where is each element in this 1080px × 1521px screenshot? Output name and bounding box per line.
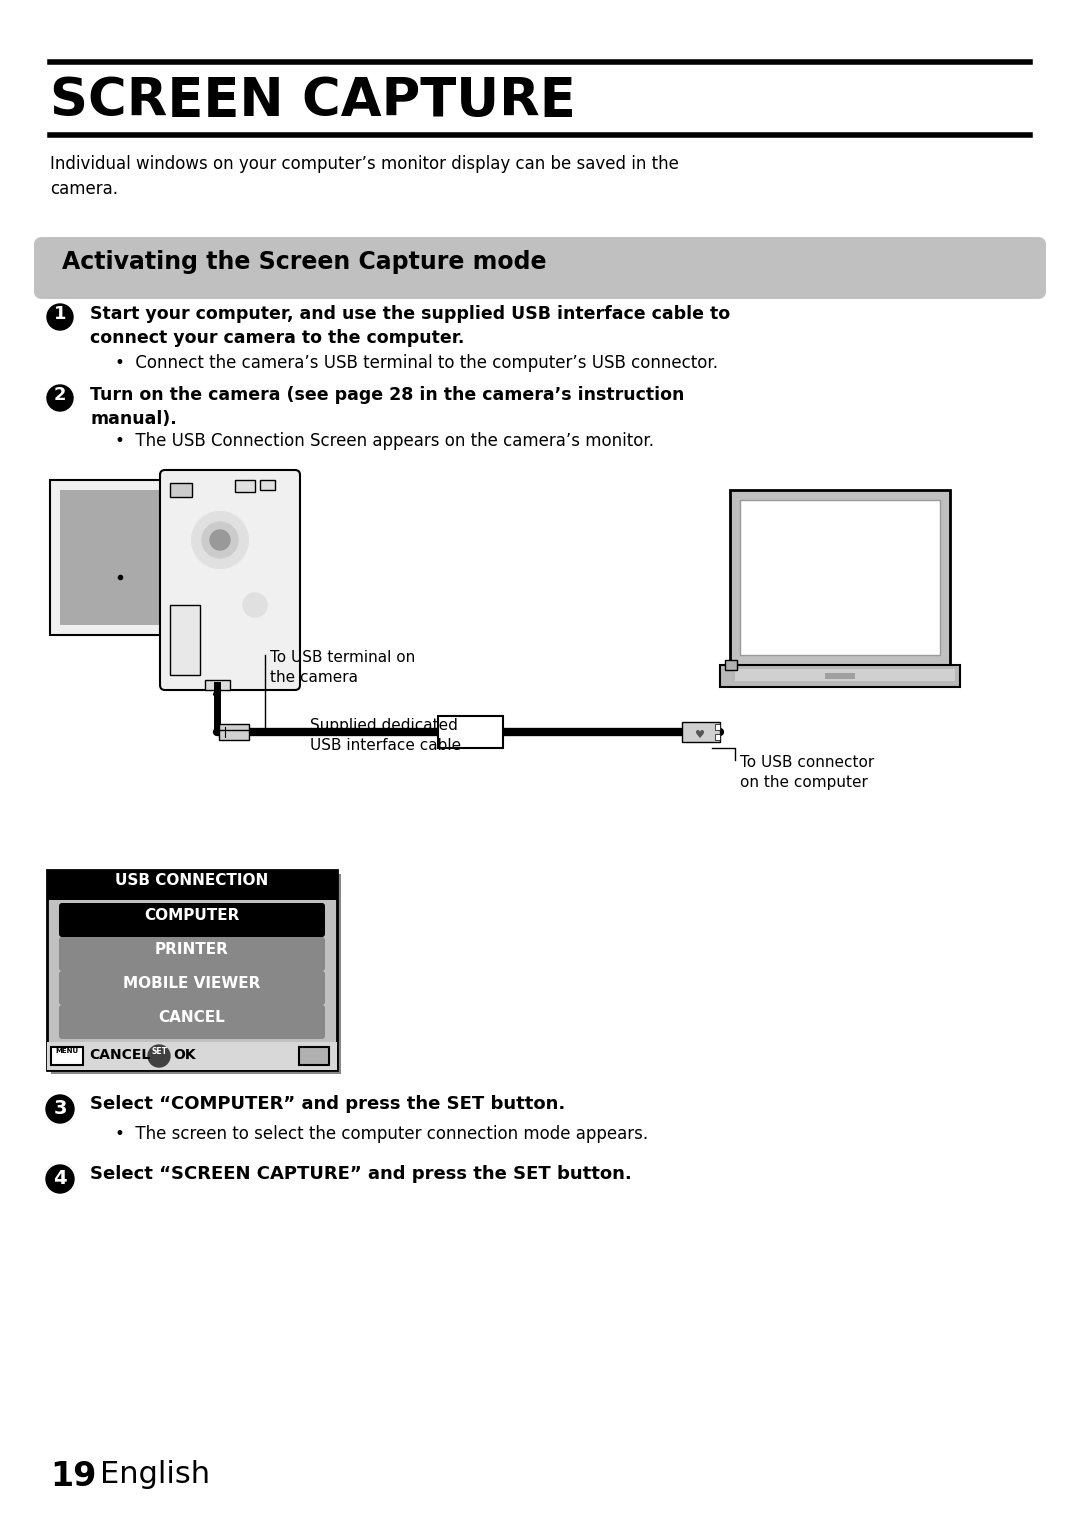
FancyBboxPatch shape	[160, 470, 300, 691]
Circle shape	[46, 1165, 75, 1192]
Text: USB CONNECTION: USB CONNECTION	[116, 873, 269, 888]
Circle shape	[192, 513, 248, 567]
Bar	[725, 660, 737, 669]
Text: •  The screen to select the computer connection mode appears.: • The screen to select the computer conn…	[114, 1126, 648, 1142]
Bar	[735, 669, 955, 681]
Text: Select “SCREEN CAPTURE” and press the SET button.: Select “SCREEN CAPTURE” and press the SE…	[90, 1165, 632, 1183]
Bar	[48, 1042, 337, 1069]
Text: MOBILE VIEWER: MOBILE VIEWER	[123, 976, 260, 992]
Circle shape	[48, 304, 73, 330]
Text: 3: 3	[53, 1100, 67, 1118]
Bar	[715, 735, 720, 741]
Bar	[260, 481, 275, 490]
Text: CANCEL: CANCEL	[159, 1010, 226, 1025]
Circle shape	[210, 529, 230, 551]
Text: To USB terminal on
the camera: To USB terminal on the camera	[270, 649, 415, 684]
Text: •  The USB Connection Screen appears on the camera’s monitor.: • The USB Connection Screen appears on t…	[114, 432, 654, 450]
Text: 2: 2	[54, 386, 66, 405]
Text: 1: 1	[54, 306, 66, 322]
Text: Select “COMPUTER” and press the SET button.: Select “COMPUTER” and press the SET butt…	[90, 1095, 565, 1113]
Bar	[740, 500, 940, 656]
Text: 19: 19	[50, 1460, 96, 1494]
Bar	[50, 481, 190, 634]
Text: English: English	[100, 1460, 211, 1489]
Bar	[48, 870, 337, 900]
FancyBboxPatch shape	[59, 903, 325, 937]
Text: 4: 4	[53, 1170, 67, 1188]
Text: SCREEN CAPTURE: SCREEN CAPTURE	[50, 75, 576, 126]
Text: ♥: ♥	[696, 730, 705, 741]
Bar	[170, 605, 200, 675]
Text: To USB connector
on the computer: To USB connector on the computer	[740, 754, 874, 789]
Circle shape	[48, 385, 73, 411]
Circle shape	[202, 522, 238, 558]
Text: Activating the Screen Capture mode: Activating the Screen Capture mode	[62, 249, 546, 274]
Text: SET: SET	[151, 1046, 167, 1056]
Text: MENU: MENU	[55, 1048, 79, 1054]
Text: OK: OK	[173, 1048, 195, 1062]
FancyBboxPatch shape	[59, 970, 325, 1005]
Bar	[681, 722, 720, 742]
Bar	[170, 484, 192, 497]
Text: Turn on the camera (see page 28 in the camera’s instruction
manual).: Turn on the camera (see page 28 in the c…	[90, 386, 685, 427]
Text: CANCEL: CANCEL	[89, 1048, 150, 1062]
FancyBboxPatch shape	[59, 1005, 325, 1039]
FancyBboxPatch shape	[59, 937, 325, 970]
Text: •  Connect the camera’s USB terminal to the computer’s USB connector.: • Connect the camera’s USB terminal to t…	[114, 354, 718, 373]
Text: Supplied dedicated
USB interface cable: Supplied dedicated USB interface cable	[310, 718, 461, 753]
Bar	[235, 481, 255, 491]
Text: Start your computer, and use the supplied USB interface cable to
connect your ca: Start your computer, and use the supplie…	[90, 306, 730, 347]
Bar	[60, 490, 180, 625]
Text: COMPUTER: COMPUTER	[145, 908, 240, 923]
Bar	[720, 665, 960, 687]
Bar	[299, 1046, 329, 1065]
Bar	[730, 490, 950, 665]
Bar	[51, 875, 341, 1074]
Bar	[825, 672, 855, 678]
Circle shape	[46, 1095, 75, 1122]
Bar	[48, 870, 337, 1069]
Bar	[205, 680, 230, 691]
Circle shape	[243, 593, 267, 618]
Bar	[715, 724, 720, 730]
Bar	[51, 1046, 83, 1065]
FancyBboxPatch shape	[33, 237, 1047, 300]
Text: PRINTER: PRINTER	[156, 941, 229, 957]
Bar	[438, 716, 503, 748]
Text: Individual windows on your computer’s monitor display can be saved in the
camera: Individual windows on your computer’s mo…	[50, 155, 679, 198]
Circle shape	[148, 1045, 170, 1068]
Bar	[219, 724, 249, 741]
